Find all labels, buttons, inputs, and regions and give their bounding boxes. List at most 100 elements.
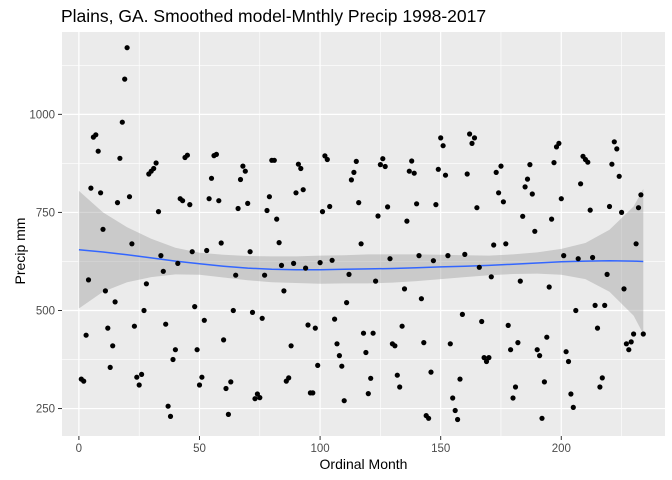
data-point [288,343,294,349]
data-point [180,198,186,204]
data-point [602,302,608,308]
data-point [151,165,157,172]
data-point [573,307,579,314]
data-point [110,343,116,349]
x-tick-label: 50 [193,443,206,455]
data-point [445,253,451,259]
data-point [158,253,164,259]
data-point [628,339,634,345]
data-point [491,242,497,248]
data-point [614,146,620,152]
data-point [141,307,147,314]
data-point [442,172,449,178]
data-point [527,162,533,168]
data-point [467,131,473,137]
x-axis-title: Ordinal Month [319,456,408,472]
data-point [216,198,222,204]
data-point [247,249,253,255]
data-point [351,169,357,175]
data-point [298,165,304,172]
data-point [565,358,572,365]
data-point [459,311,465,317]
data-point [223,385,229,392]
data-point [208,175,215,181]
data-point [575,256,581,262]
data-point [170,356,176,363]
data-point [356,200,362,206]
data-point [517,278,523,284]
data-point [385,204,391,210]
data-point [479,318,485,325]
data-point [438,135,444,141]
data-point [310,390,316,396]
confidence-band [78,188,644,334]
data-point [95,148,101,154]
data-point [464,171,470,177]
data-point [196,382,203,388]
data-point [175,260,181,266]
data-point [440,143,446,149]
data-point [512,384,519,390]
data-point [358,241,364,247]
data-point [457,376,463,382]
data-point [549,216,555,222]
data-point [276,240,282,246]
data-point [291,260,297,266]
data-point [635,205,642,211]
data-point [474,205,480,211]
data-point [237,176,244,183]
data-point [119,119,125,125]
data-point [305,322,311,328]
data-point [469,140,475,146]
data-point [435,166,441,172]
data-point [112,299,118,305]
y-axis-title: Precip mm [12,217,28,285]
data-point [406,168,412,174]
data-point [259,315,265,321]
x-tick-label: 150 [431,443,450,455]
data-point [546,284,552,290]
data-point [409,158,415,164]
data-point [397,384,403,390]
data-point [508,347,514,353]
data-point [360,330,367,336]
data-point [404,218,410,224]
data-point [295,161,301,167]
data-point [83,332,89,338]
data-point [520,213,526,219]
data-point [604,271,610,277]
data-point [201,317,207,323]
data-point [368,375,374,381]
data-point [363,349,369,356]
data-point [476,264,482,270]
data-point [556,140,562,146]
data-point [114,200,121,206]
data-point [249,309,256,315]
x-tick-label: 200 [552,443,571,455]
data-point [327,203,333,210]
panel-background [62,32,665,436]
data-point [100,226,106,232]
data-point [609,161,615,167]
data-point [143,281,149,287]
data-point [433,202,439,208]
data-point [192,304,198,310]
data-point [522,184,528,190]
data-point [324,156,330,163]
data-point [621,286,627,292]
data-point [334,341,340,347]
data-point [199,374,205,380]
confidence-ribbon [78,188,644,334]
y-tick-label: 750 [36,207,55,219]
data-point [377,162,383,168]
data-point [505,322,511,328]
data-point [286,375,292,381]
data-point [136,382,142,388]
data-point [131,323,137,329]
data-point [611,139,617,145]
data-point [230,307,236,314]
data-point [172,347,178,353]
data-point [387,256,393,262]
data-point [293,190,299,196]
data-point [155,209,162,215]
